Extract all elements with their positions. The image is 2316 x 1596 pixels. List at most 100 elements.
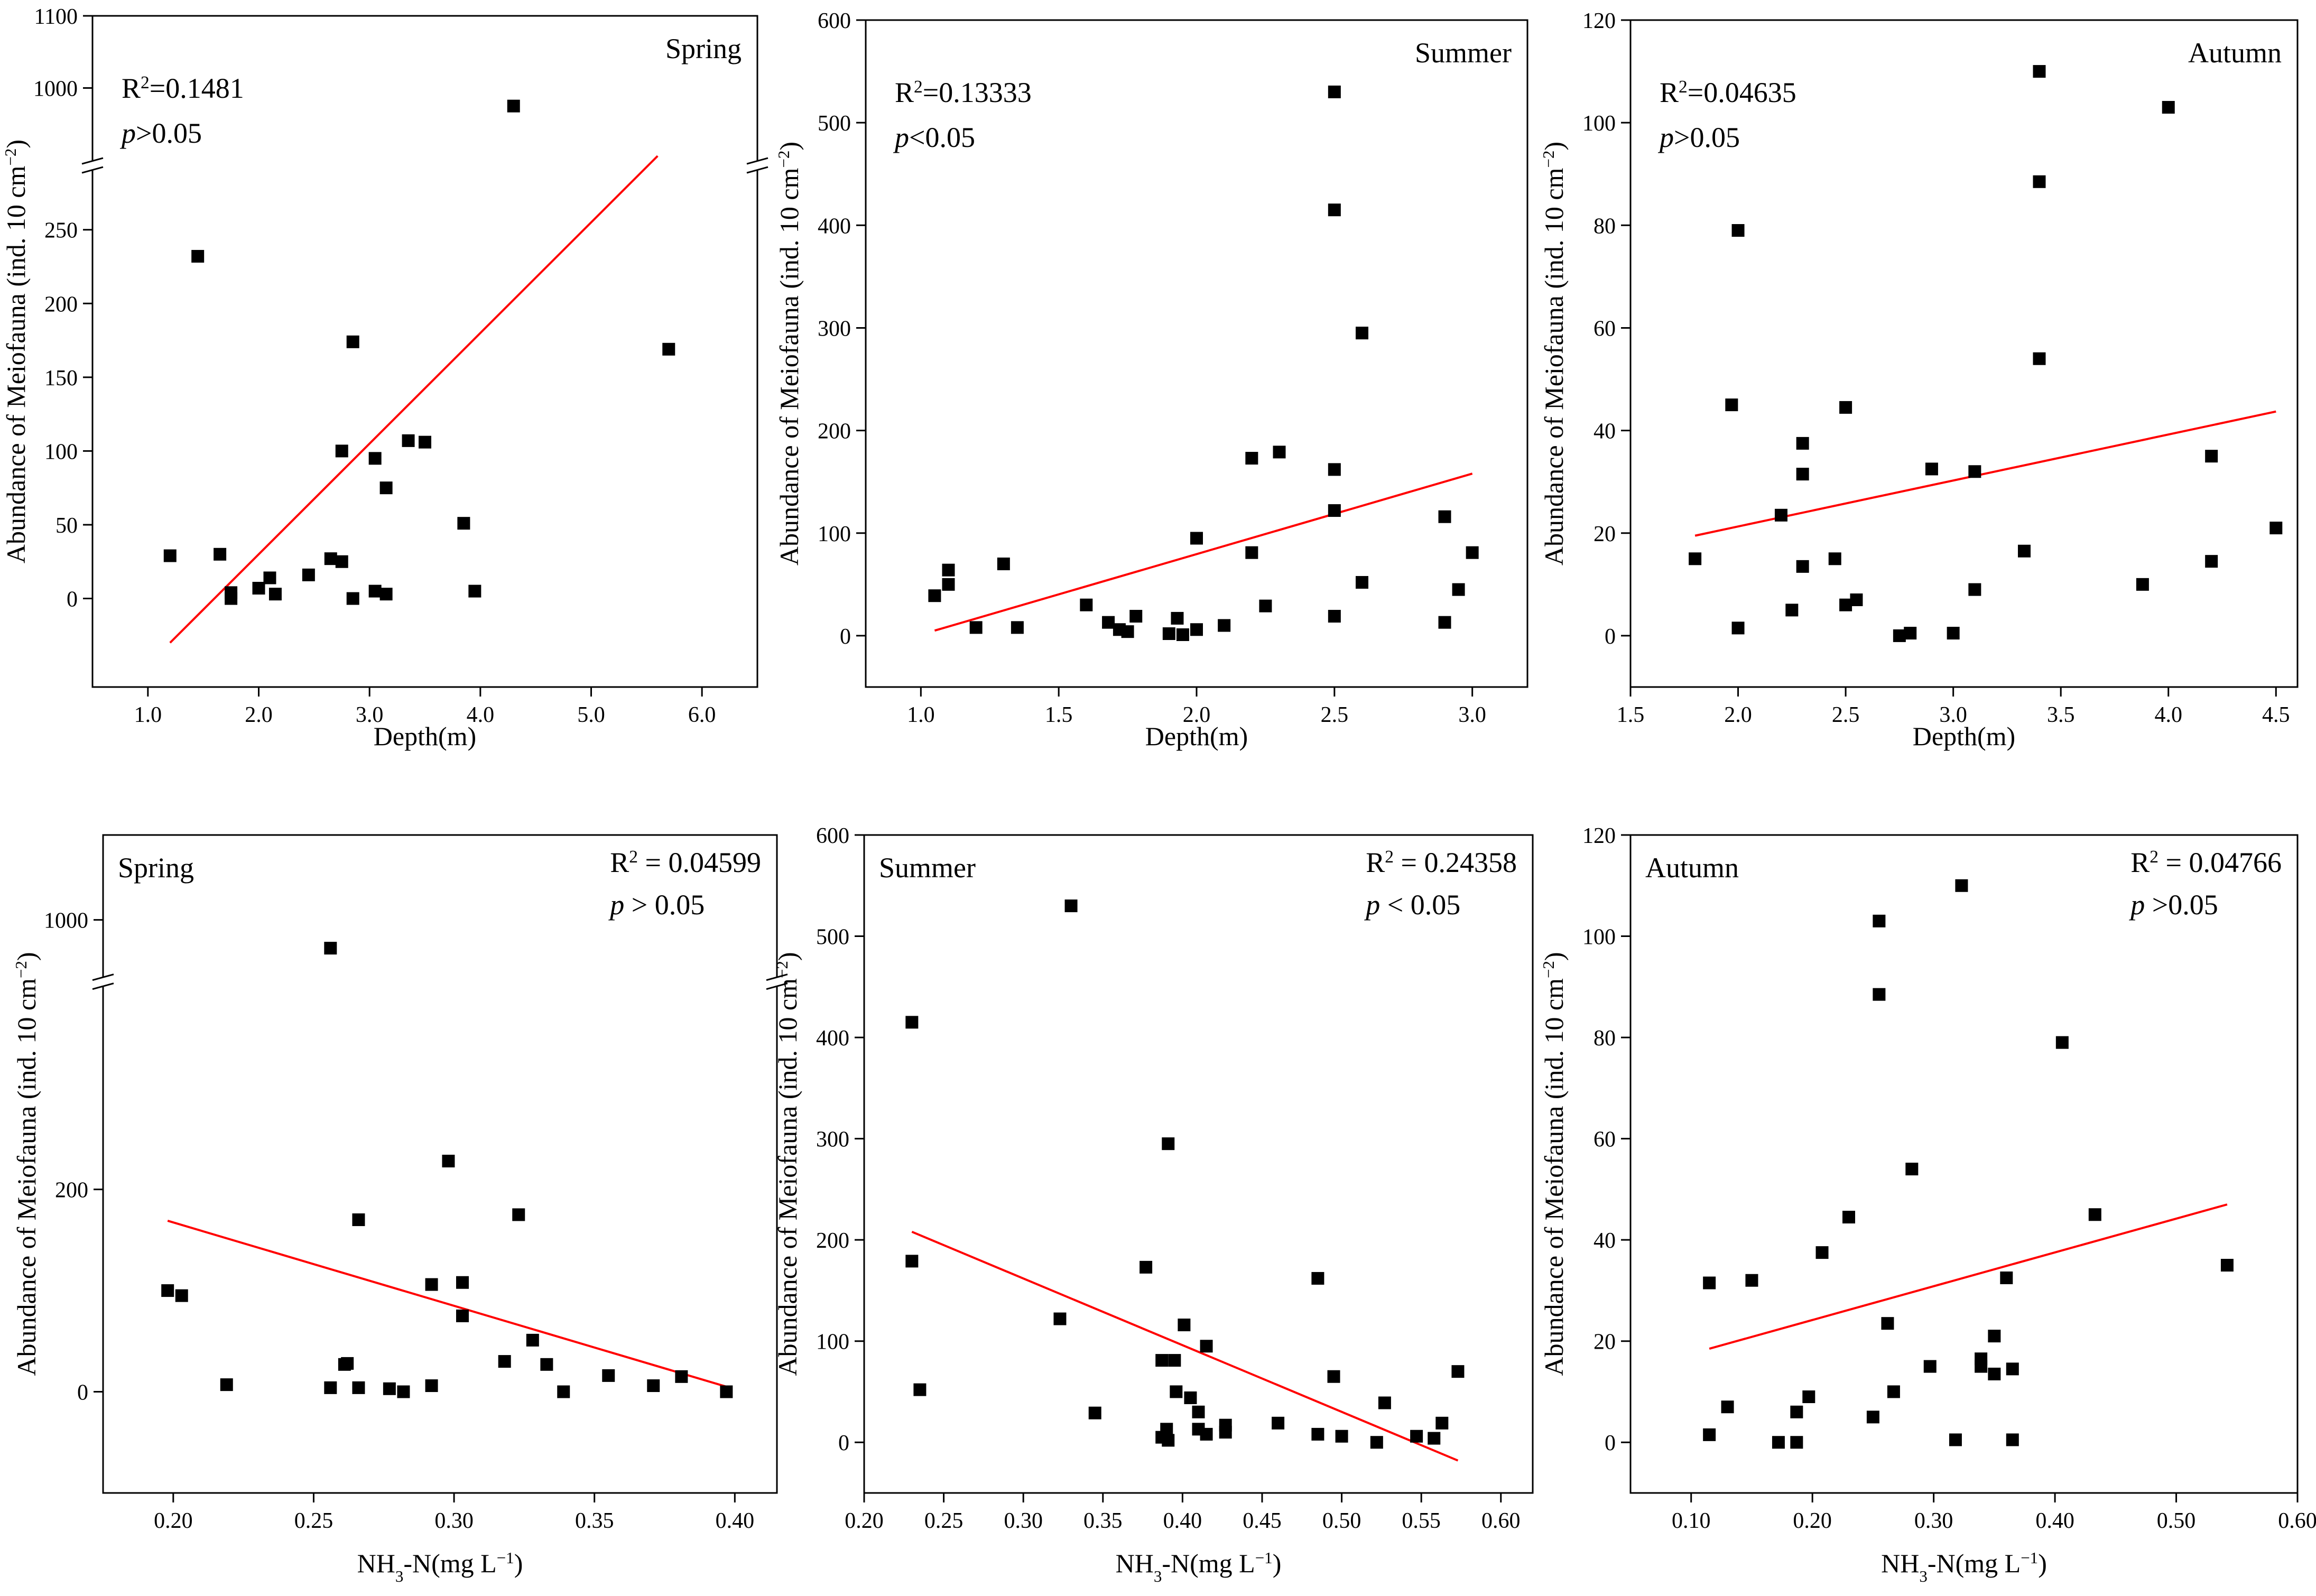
y-tick-label: 200: [44, 292, 78, 317]
data-point: [1790, 1436, 1803, 1449]
y-tick-label: 1000: [33, 77, 78, 101]
y-tick-label: 60: [1594, 317, 1616, 341]
x-axis-label: NH3-N(mg L−1): [357, 1548, 523, 1585]
data-point: [163, 549, 177, 562]
data-point: [1438, 616, 1451, 629]
y-axis-label-group: Abundance of Meiofauna (ind. 10 cm−2): [1, 140, 31, 563]
data-point: [1410, 1430, 1423, 1443]
y-tick-label: 1000: [44, 909, 88, 933]
data-point: [1842, 1211, 1856, 1224]
data-point: [507, 99, 520, 113]
x-tick-label: 0.25: [294, 1509, 333, 1533]
axis-break-mark: [92, 973, 114, 981]
y-axis-label: Abundance of Meiofauna (ind. 10 cm−2): [1539, 142, 1569, 565]
y-tick-label: 500: [816, 925, 849, 950]
y-tick-label: 1100: [34, 5, 78, 29]
axis-break-mark: [766, 973, 788, 981]
y-tick-label: 40: [1594, 1229, 1616, 1253]
x-tick-label: 1.0: [907, 703, 935, 727]
y-axis-label-group: Abundance of Meiofauna (ind. 10 cm−2): [1539, 952, 1569, 1376]
data-point: [1790, 1405, 1803, 1418]
data-point: [1703, 1276, 1716, 1289]
data-point: [1905, 1163, 1919, 1176]
p-value-label: p < 0.05: [1364, 889, 1460, 921]
data-point: [1272, 1416, 1285, 1430]
data-point: [2136, 578, 2149, 591]
data-point: [1839, 401, 1852, 414]
data-point: [675, 1370, 688, 1383]
data-point: [1925, 462, 1938, 476]
data-point: [969, 621, 983, 634]
data-point: [425, 1278, 438, 1291]
data-point: [1772, 1436, 1785, 1449]
data-point: [2162, 101, 2175, 114]
data-point: [1435, 1416, 1449, 1430]
data-point: [1259, 599, 1272, 613]
x-axis-label: NH3-N(mg L−1): [1881, 1548, 2047, 1585]
data-point: [302, 568, 315, 581]
data-point: [1327, 1370, 1340, 1383]
data-point: [425, 1379, 438, 1393]
x-tick-label: 1.5: [1045, 703, 1073, 727]
data-point: [662, 342, 675, 356]
y-axis-label: Abundance of Meiofauna (ind. 10 cm−2): [774, 142, 804, 565]
data-point: [1887, 1385, 1900, 1398]
season-label: Spring: [665, 33, 742, 64]
data-point: [557, 1385, 570, 1398]
data-point: [2000, 1271, 2013, 1284]
x-tick-label: 0.40: [2035, 1509, 2074, 1533]
p-value-label: p>0.05: [119, 117, 202, 149]
data-point: [352, 1213, 365, 1227]
data-point: [397, 1385, 410, 1398]
data-point: [352, 1381, 365, 1394]
x-axis-label: Depth(m): [1913, 721, 2015, 751]
plot-frame: [1629, 834, 2299, 1494]
data-point: [540, 1358, 553, 1371]
x-tick-label: 2.0: [245, 703, 273, 727]
data-point: [1893, 629, 1906, 642]
y-tick-label: 300: [816, 1128, 849, 1152]
p-value-label: p >0.05: [2128, 889, 2218, 921]
y-tick-label: 20: [1594, 522, 1616, 546]
x-tick-label: 2.0: [1183, 703, 1211, 727]
y-tick-label: 80: [1594, 214, 1616, 238]
data-point: [1955, 879, 1968, 892]
data-point: [1370, 1436, 1383, 1449]
data-point: [913, 1383, 927, 1396]
y-axis: 0 20 40 60 80 100 120: [1582, 824, 1631, 1455]
data-point: [457, 517, 470, 530]
data-point: [1438, 510, 1451, 523]
x-tick-label: 3.5: [2047, 703, 2075, 727]
data-point: [928, 589, 941, 602]
data-point: [1192, 1405, 1205, 1418]
data-point: [161, 1284, 174, 1297]
data-point: [1328, 504, 1341, 517]
data-point: [468, 584, 481, 598]
y-tick-label: 200: [816, 1229, 849, 1253]
plot-frame: [102, 834, 778, 1494]
data-point: [1190, 623, 1203, 636]
r-squared-label: R2=0.13333: [895, 77, 1032, 108]
y-tick-label: 200: [818, 420, 851, 444]
data-point: [1328, 203, 1341, 217]
x-tick-label: 3.0: [1939, 703, 1967, 727]
data-point: [602, 1369, 615, 1382]
data-point: [905, 1016, 919, 1029]
data-point: [191, 249, 205, 263]
data-point: [268, 588, 282, 601]
data-point: [1328, 463, 1341, 476]
data-point: [419, 435, 431, 449]
y-tick-label: 300: [818, 317, 851, 341]
data-point: [456, 1309, 469, 1322]
y-tick-label: 400: [818, 214, 851, 238]
y-tick-label: 40: [1594, 420, 1616, 444]
data-point: [402, 434, 415, 447]
data-point: [1873, 914, 1886, 927]
data-point: [1162, 1137, 1175, 1150]
data-point: [1053, 1312, 1067, 1325]
axis-break-mark: [746, 166, 768, 174]
r-squared-label: R2 = 0.04599: [610, 847, 761, 878]
plot-frame: [865, 19, 1528, 688]
data-point: [1155, 1354, 1169, 1367]
y-axis: 0 50 100 150 200 250 1000 1100: [33, 5, 92, 612]
